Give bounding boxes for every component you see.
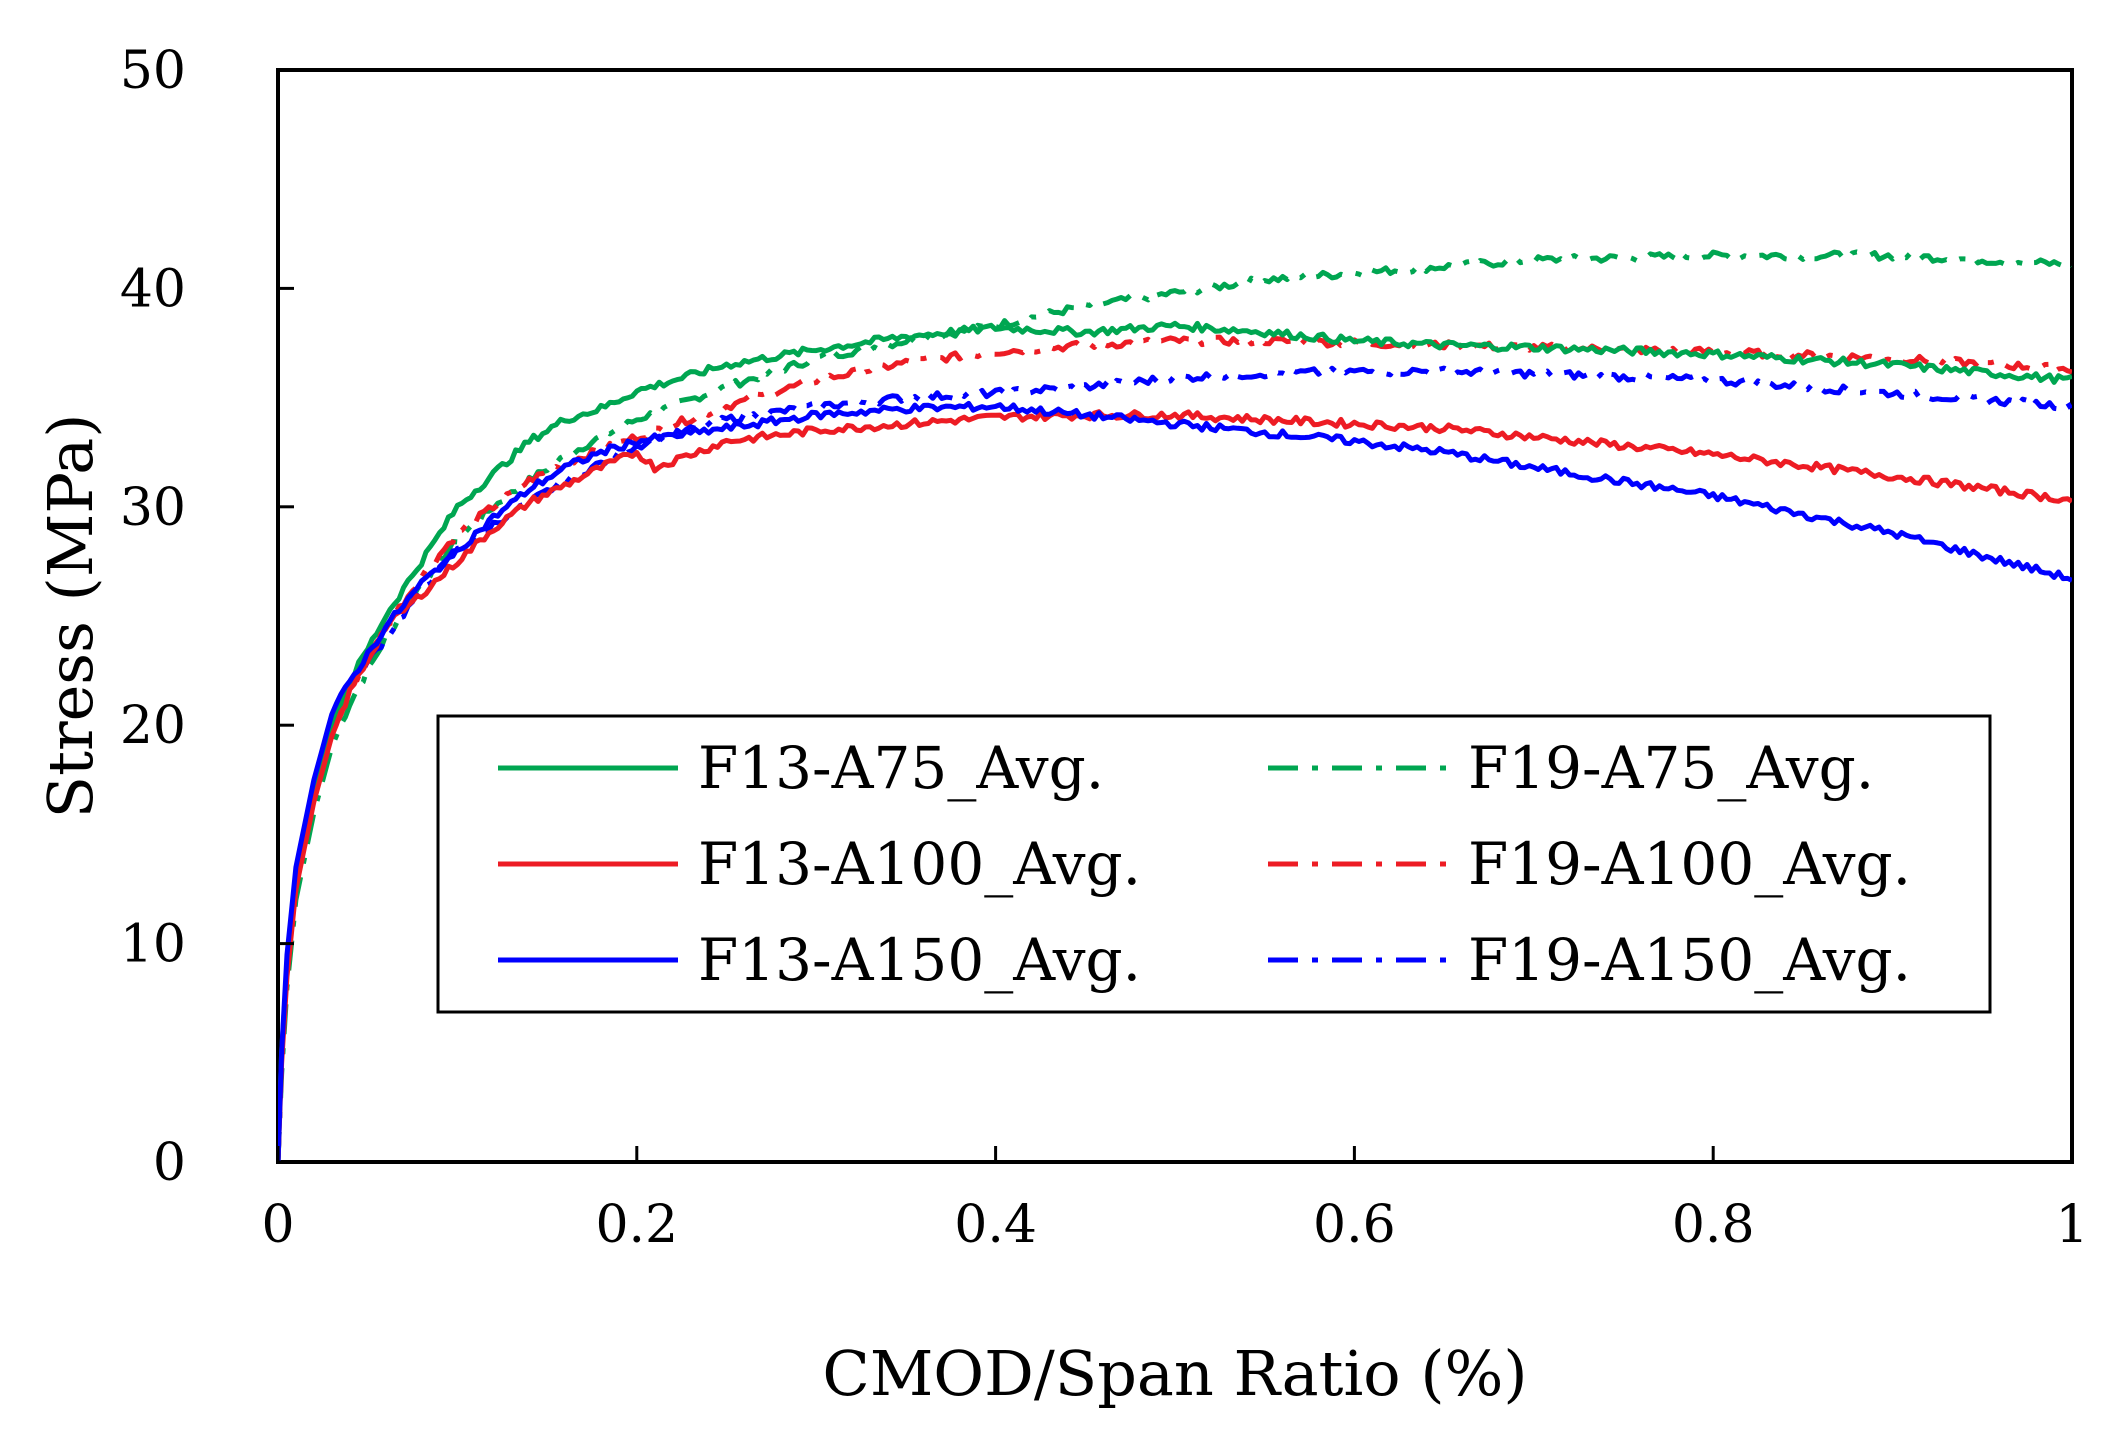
y-tick-label: 30 [120,478,186,538]
y-tick-label: 20 [120,696,186,756]
legend-label: F13-A150_Avg. [698,926,1141,994]
legend-label: F13-A75_Avg. [698,734,1104,802]
chart: 0 0.2 0.4 0.6 0.8 1 0 10 20 30 40 50 CMOD/Span Rati… [0,0,2117,1440]
y-tick-label: 0 [153,1133,186,1193]
x-tick-label: 0.4 [954,1195,1037,1255]
x-tick-label: 0.6 [1313,1195,1396,1255]
series-lines [278,252,2072,1162]
x-tick-label: 0.2 [595,1195,678,1255]
legend-label: F13-A100_Avg. [698,830,1141,898]
x-axis-title: CMOD/Span Ratio (%) [822,1337,1527,1410]
y-tick-label: 10 [120,915,186,975]
series-line-f19-a75-avg [278,252,2072,1162]
y-axis-title: Stress (MPa) [34,414,107,819]
legend-label: F19-A150_Avg. [1468,926,1911,994]
legend: F13-A75_Avg. F13-A100_Avg. F13-A150_Avg. F1… [438,716,1990,1012]
legend-label: F19-A75_Avg. [1468,734,1874,802]
legend-label: F19-A100_Avg. [1468,830,1911,898]
stress-cmod-line-chart: 0 0.2 0.4 0.6 0.8 101020304050 CMOD/Span Rati… [0,0,2117,1440]
x-tick-label: 0.8 [1672,1195,1755,1255]
y-tick-label: 40 [120,259,186,319]
x-tick-label: 0 [261,1195,294,1255]
x-tick-label: 1 [2055,1195,2088,1255]
y-tick-label: 50 [120,41,186,101]
